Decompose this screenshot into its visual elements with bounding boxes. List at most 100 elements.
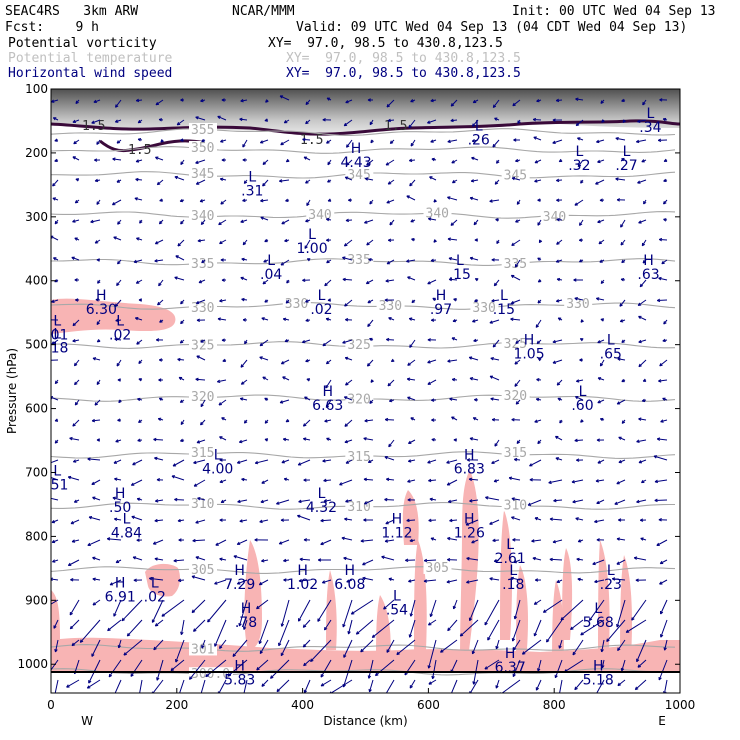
wind-vector (283, 119, 290, 124)
wind-vector (73, 499, 80, 503)
wind-vector (221, 417, 227, 421)
wind-vector-shaft (281, 459, 290, 464)
wind-vector (556, 239, 563, 245)
wind-vector-head (46, 497, 49, 500)
wind-vector-head (199, 199, 204, 203)
wind-vector-head (75, 100, 79, 105)
wind-vector (259, 639, 269, 655)
wind-vector-head (471, 123, 476, 127)
wind-vector-shaft (558, 639, 563, 649)
wind-vector-shaft (601, 639, 605, 652)
wind-vector-shaft (317, 599, 332, 622)
wind-vector (614, 499, 626, 505)
wind-vector (546, 619, 563, 643)
wind-vector (407, 276, 416, 281)
wind-vector (384, 539, 395, 543)
wind-vector (214, 619, 227, 647)
wind-vector-shaft (616, 399, 626, 405)
wind-vector-head (219, 557, 223, 561)
wind-vector (154, 259, 164, 263)
wind-vector-head (384, 539, 389, 543)
wind-vector-head (279, 95, 284, 99)
wind-vector-head (243, 626, 247, 630)
wind-vector-head (427, 381, 431, 385)
wind-vector (367, 98, 373, 102)
wind-vector-head (160, 139, 164, 143)
wind-vector (279, 399, 290, 404)
extremum-value: 6.83 (454, 462, 485, 478)
wind-vector (659, 359, 668, 367)
wind-vector (260, 198, 269, 203)
wind-vector-head (529, 478, 533, 482)
wind-vector (510, 274, 521, 281)
wind-vector (511, 417, 521, 422)
wind-vector-head (196, 355, 200, 359)
wind-vector-head (514, 383, 518, 387)
east-end-label: E (658, 714, 666, 728)
wind-vector-head (97, 280, 101, 284)
wind-vector-shaft (71, 639, 80, 646)
wind-vector (619, 299, 626, 307)
wind-vector (469, 437, 479, 441)
wind-vector (616, 599, 626, 628)
wind-vector (220, 139, 227, 143)
wind-vector-head (386, 649, 390, 653)
extremum-type-high: H (464, 512, 475, 528)
wind-vector (494, 117, 500, 121)
wind-vector (345, 379, 353, 386)
wind-vector-shaft (407, 396, 416, 401)
wind-vector (91, 418, 101, 423)
wind-vector-head (259, 140, 264, 144)
wind-vector (368, 258, 374, 262)
wind-vector-head (282, 376, 286, 380)
wind-vector-head (242, 241, 247, 246)
wind-vector-head (159, 198, 163, 202)
wind-vector-head (367, 300, 371, 304)
wind-vector-head (534, 578, 539, 582)
wind-vector-head (364, 177, 369, 181)
wind-vector-head (113, 460, 118, 464)
wind-vector (92, 556, 101, 561)
wind-vector (535, 679, 542, 691)
extremum-value: 4.84 (111, 526, 142, 542)
wind-vector-head (388, 317, 392, 321)
wind-vector-head (620, 224, 624, 228)
wind-vector-head (621, 378, 625, 383)
wind-vector (620, 278, 626, 282)
extremum-type-low: L (151, 576, 159, 592)
wind-vector-shaft (424, 559, 437, 562)
wind-vector-shaft (409, 679, 416, 689)
wind-vector-head (154, 557, 158, 561)
wind-vector-shaft (637, 179, 647, 184)
wind-vector-head (91, 418, 96, 423)
wind-vector-shaft (217, 318, 227, 321)
theta-label-bg (501, 257, 530, 271)
extremum-value: .18 (46, 340, 68, 356)
wind-vector-head (92, 556, 96, 560)
wind-vector-shaft (429, 176, 437, 181)
wind-vector (270, 659, 290, 679)
theta-label-bg (189, 300, 217, 314)
wind-vector (67, 559, 80, 566)
wind-vector-head (663, 178, 667, 182)
wind-vector (474, 278, 479, 282)
wind-vector-shaft (91, 639, 101, 657)
wind-vector (596, 538, 605, 542)
wind-vector (126, 619, 143, 637)
wind-vector (51, 459, 59, 464)
wind-vector-head (364, 220, 368, 224)
wind-vector-shaft (174, 499, 185, 501)
wind-vector (408, 317, 416, 321)
wind-vector-shaft (344, 419, 353, 427)
wind-vector-head (535, 687, 540, 691)
wind-vector-head (510, 317, 514, 322)
wind-vector-shaft (572, 499, 584, 503)
wind-vector (514, 457, 521, 462)
wind-vector (552, 539, 563, 544)
wind-vector (451, 179, 458, 184)
wind-vector-head (631, 617, 635, 621)
wind-vector-head (303, 478, 307, 482)
wind-vector (327, 298, 332, 302)
wind-vector-shaft (510, 318, 521, 321)
wind-vector-head (116, 140, 121, 144)
